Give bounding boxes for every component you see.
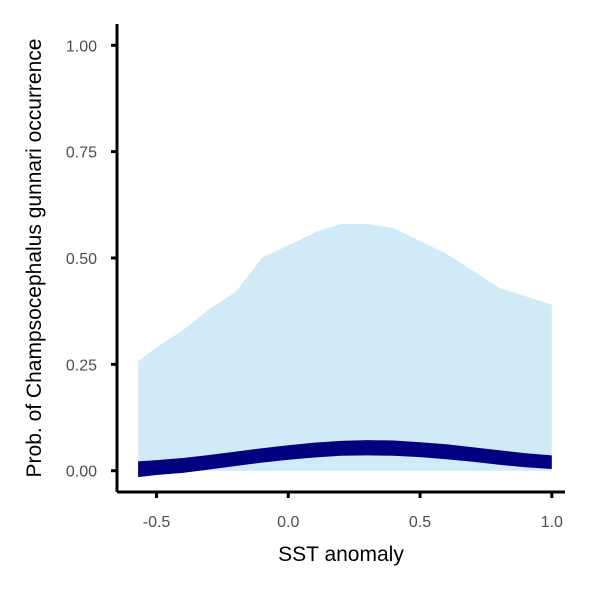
y-tick-label: 1.00 xyxy=(66,38,97,55)
y-tick-label: 0.50 xyxy=(66,251,97,268)
y-tick-label: 0.00 xyxy=(66,464,97,481)
confidence-band xyxy=(138,224,552,471)
x-tick-label: 0.0 xyxy=(277,514,299,531)
plot-area xyxy=(138,224,552,478)
x-tick-label: -0.5 xyxy=(143,514,171,531)
x-axis-title: SST anomaly xyxy=(278,543,404,566)
y-tick-label: 0.25 xyxy=(66,357,97,374)
y-tick-label: 0.75 xyxy=(66,145,97,162)
x-axis: -0.5 0.0 0.5 1.0 xyxy=(117,490,565,531)
x-tick-label: 1.0 xyxy=(541,514,563,531)
y-axis-title: Prob. of Champsocephalus gunnari occurre… xyxy=(23,39,46,478)
fitted-probability-band xyxy=(138,440,552,478)
y-axis: 0.00 0.25 0.50 0.75 1.00 xyxy=(66,24,119,492)
x-tick-label: 0.5 xyxy=(409,514,431,531)
